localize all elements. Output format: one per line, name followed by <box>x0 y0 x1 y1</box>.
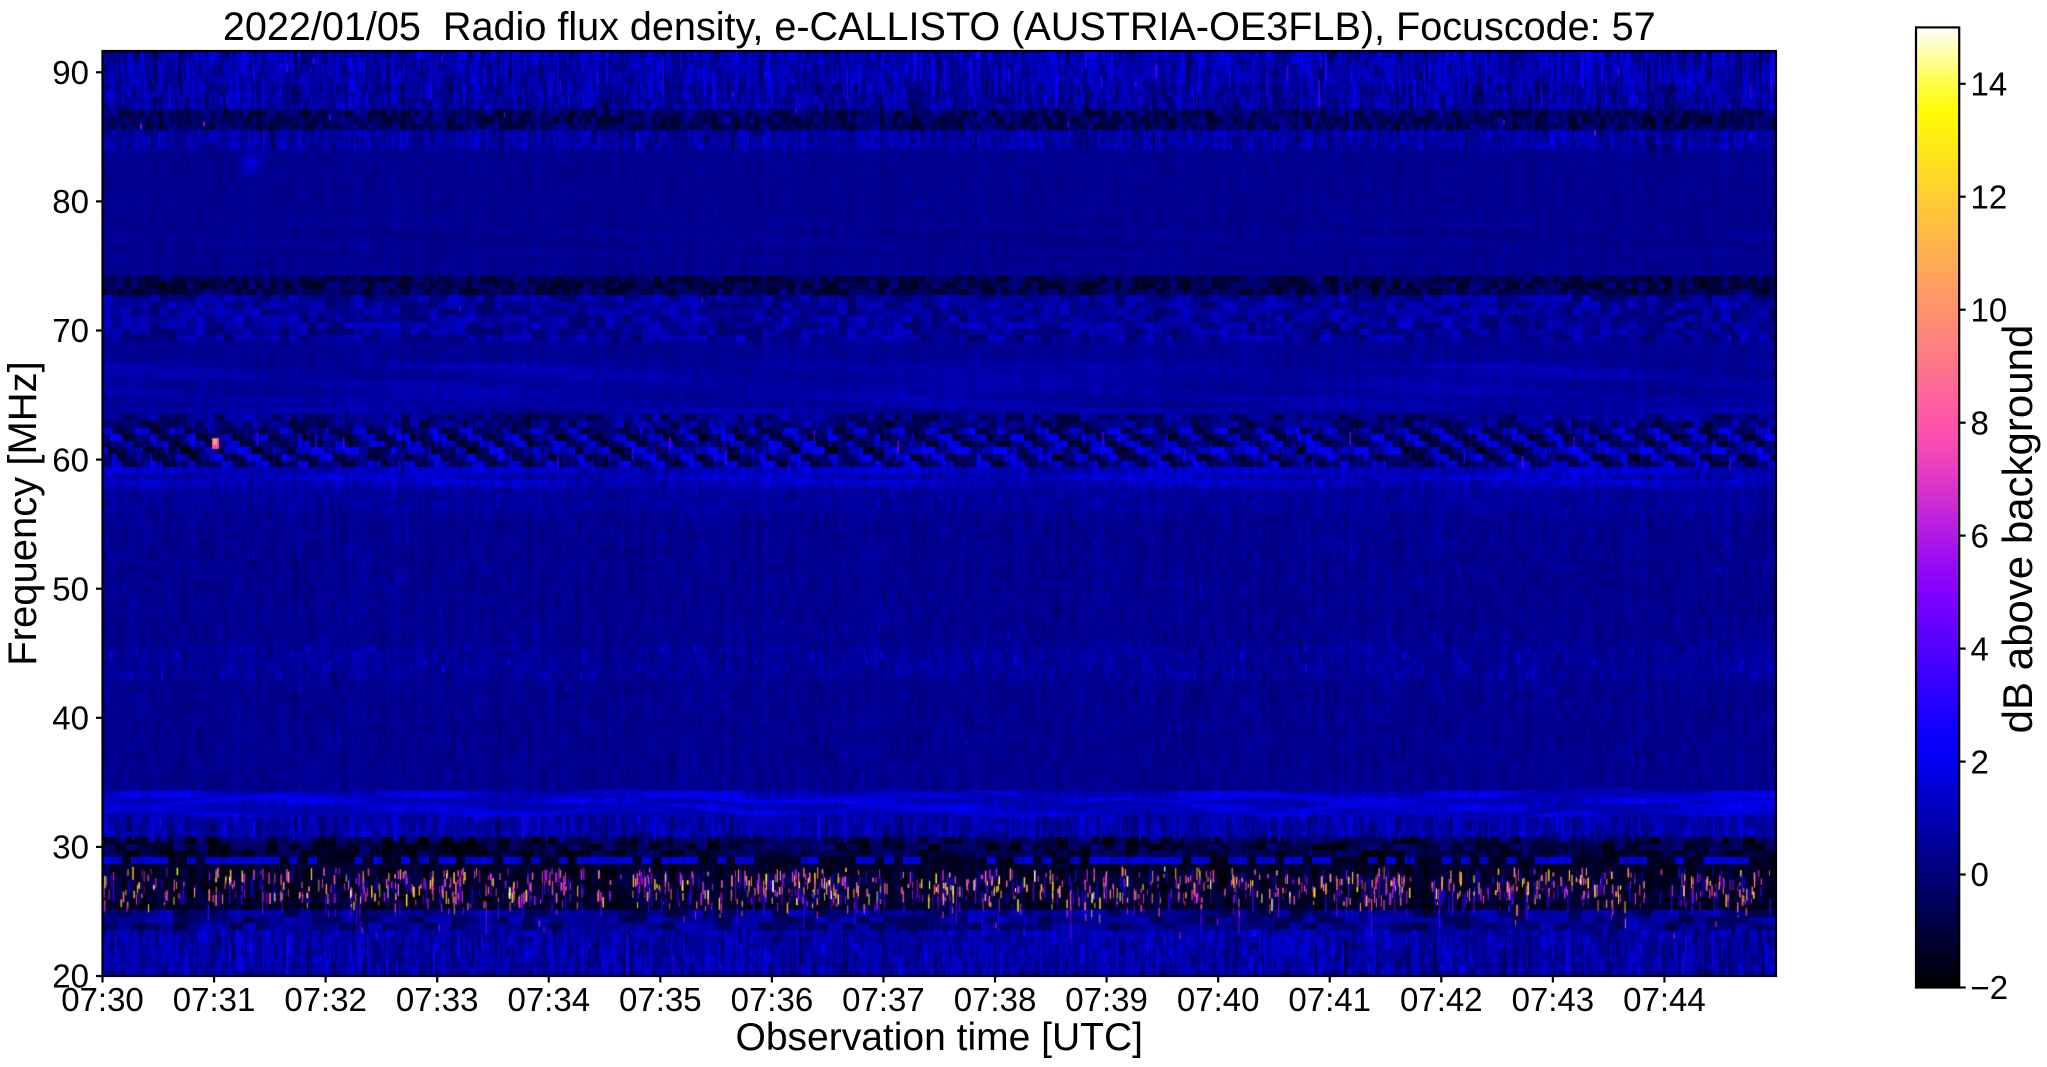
svg-text:2: 2 <box>1971 743 1989 780</box>
svg-text:6: 6 <box>1971 517 1989 554</box>
svg-text:07:37: 07:37 <box>842 981 925 1018</box>
svg-text:40: 40 <box>52 700 89 737</box>
svg-text:07:44: 07:44 <box>1623 981 1706 1018</box>
svg-text:12: 12 <box>1971 178 2008 215</box>
svg-text:07:31: 07:31 <box>173 981 256 1018</box>
svg-text:30: 30 <box>52 829 89 866</box>
svg-text:07:30: 07:30 <box>61 981 144 1018</box>
svg-text:70: 70 <box>52 312 89 349</box>
svg-text:90: 90 <box>52 54 89 91</box>
svg-text:50: 50 <box>52 570 89 607</box>
svg-text:07:39: 07:39 <box>1065 981 1148 1018</box>
svg-text:−2: −2 <box>1971 969 2009 1006</box>
svg-text:07:35: 07:35 <box>619 981 702 1018</box>
svg-text:07:34: 07:34 <box>507 981 590 1018</box>
svg-text:07:40: 07:40 <box>1177 981 1260 1018</box>
svg-text:07:42: 07:42 <box>1400 981 1483 1018</box>
svg-text:60: 60 <box>52 441 89 478</box>
svg-text:07:36: 07:36 <box>731 981 814 1018</box>
svg-text:dB above background: dB above background <box>1994 325 2041 734</box>
svg-text:10: 10 <box>1971 291 2008 328</box>
svg-text:07:41: 07:41 <box>1288 981 1371 1018</box>
svg-text:80: 80 <box>52 183 89 220</box>
svg-text:07:38: 07:38 <box>954 981 1037 1018</box>
svg-text:14: 14 <box>1971 66 2008 103</box>
svg-text:2022/01/05 Radio flux density: 2022/01/05 Radio flux density, e-CALLIST… <box>223 5 1656 49</box>
svg-text:07:33: 07:33 <box>396 981 479 1018</box>
svg-text:07:32: 07:32 <box>284 981 367 1018</box>
svg-text:8: 8 <box>1971 404 1989 441</box>
svg-text:0: 0 <box>1971 856 1989 893</box>
svg-text:20: 20 <box>52 958 89 995</box>
svg-text:Frequency [MHz]: Frequency [MHz] <box>1 361 45 666</box>
svg-text:07:43: 07:43 <box>1512 981 1595 1018</box>
svg-text:4: 4 <box>1971 630 1989 667</box>
svg-text:Observation time [UTC]: Observation time [UTC] <box>736 1016 1143 1059</box>
